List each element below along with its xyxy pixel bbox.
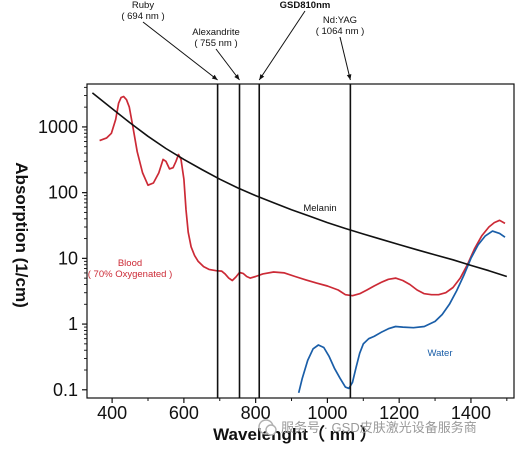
x-tick-label-800: 800: [241, 403, 271, 423]
x-tick-label-600: 600: [169, 403, 199, 423]
ndyag-sublabel: ( 1064 nm ): [316, 26, 365, 37]
water-curve: [297, 230, 506, 394]
laser-lines-layer: [142, 10, 352, 398]
y-tick-label: 0.1: [53, 380, 78, 400]
x-axis-title: Wavelenght（ nm ）: [213, 424, 377, 444]
y-axis-title: Absorption (1/cm): [12, 162, 31, 307]
alexandrite-sublabel: ( 755 nm ): [194, 38, 237, 49]
ndyag-label: Nd:YAG: [323, 15, 357, 26]
melanin-label: Melanin: [303, 203, 336, 214]
x-tick-label-1200: 1200: [379, 403, 419, 423]
ndyag-arrowhead: [346, 74, 352, 80]
melanin-curve: [91, 92, 508, 278]
ruby-pointer: [142, 21, 218, 81]
alexandrite-arrowhead: [234, 74, 240, 80]
blood-curve: [99, 95, 506, 297]
x-tick-label-1400: 1400: [451, 403, 491, 423]
ruby-sublabel: ( 694 nm ): [121, 11, 164, 22]
y-tick-label: 10: [58, 248, 78, 268]
alexandrite-label: Alexandrite: [192, 27, 240, 38]
watermark-icon: [258, 419, 277, 436]
x-tick-label-1000: 1000: [307, 403, 347, 423]
y-tick-label: 100: [48, 183, 78, 203]
ruby-arrowhead: [211, 74, 218, 80]
gsd810-arrowhead: [259, 74, 265, 80]
alexandrite-pointer: [215, 48, 240, 81]
blood-label-line1: Blood: [118, 258, 142, 269]
y-tick-label: 1: [68, 314, 78, 334]
x-tick-label-400: 400: [97, 403, 127, 423]
gsd810-label: GSD810nm: [280, 0, 331, 11]
ruby-label: Ruby: [132, 0, 154, 11]
watermark-text: 服务号 · GSD皮肤激光设备服务商: [281, 420, 477, 435]
plot-frame: [86, 83, 515, 399]
ndyag-pointer: [339, 36, 351, 81]
water-label: Water: [428, 348, 453, 359]
blood-label-line2: ( 70% Oxygenated ): [88, 269, 173, 280]
ticks-layer: 400 600 800 1000 1200 1400 0.1 1 10 100 1000: [38, 86, 508, 423]
gsd810-pointer: [258, 10, 306, 81]
y-tick-label: 1000: [38, 117, 78, 137]
